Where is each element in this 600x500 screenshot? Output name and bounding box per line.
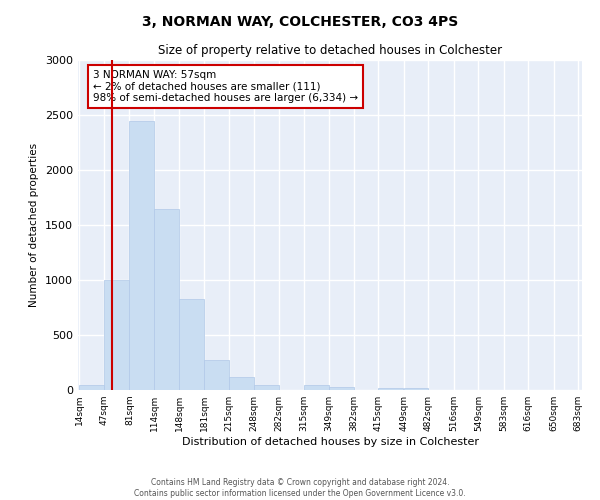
Bar [229,377,254,390]
Y-axis label: Number of detached properties: Number of detached properties [29,143,40,307]
Bar [154,208,179,390]
Bar [304,384,329,390]
Text: 3 NORMAN WAY: 57sqm
← 2% of detached houses are smaller (111)
98% of semi-detach: 3 NORMAN WAY: 57sqm ← 2% of detached hou… [93,70,358,103]
Bar [79,384,104,390]
Bar [404,388,428,390]
Bar [329,386,354,390]
Text: 3, NORMAN WAY, COLCHESTER, CO3 4PS: 3, NORMAN WAY, COLCHESTER, CO3 4PS [142,15,458,29]
Text: Contains HM Land Registry data © Crown copyright and database right 2024.
Contai: Contains HM Land Registry data © Crown c… [134,478,466,498]
X-axis label: Distribution of detached houses by size in Colchester: Distribution of detached houses by size … [182,437,479,447]
Bar [379,388,403,390]
Bar [130,120,154,390]
Bar [104,280,128,390]
Bar [179,298,204,390]
Bar [254,384,278,390]
Bar [204,360,229,390]
Title: Size of property relative to detached houses in Colchester: Size of property relative to detached ho… [158,44,502,58]
